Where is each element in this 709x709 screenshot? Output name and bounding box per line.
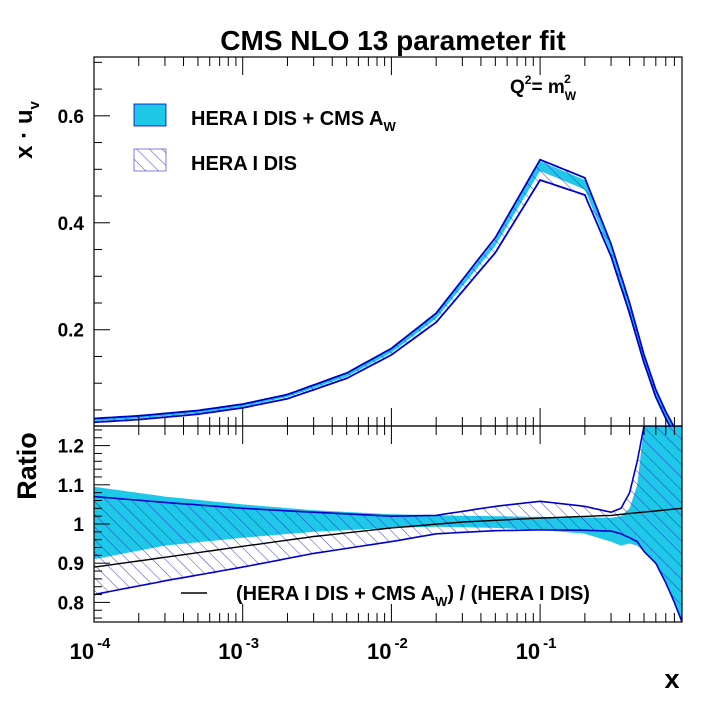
- top-y-tick-label: 0.6: [58, 107, 84, 128]
- x-tick-labels: 10 -4 10 -3 10 -2 10 -1: [70, 635, 557, 664]
- x-axis-label: x: [664, 664, 679, 694]
- scale-label: Q2= mW2: [510, 72, 577, 103]
- bottom-y-tick-label: 0.8: [58, 593, 84, 614]
- bottom-panel: 0.8 0.9 1 1.1 1.2 Ratio (HERA I DIS + CMS AW…: [12, 425, 683, 623]
- top-y-tick-label: 0.2: [58, 321, 84, 342]
- top-y-label: x · uv: [11, 101, 43, 159]
- bottom-x-ticks: [93, 426, 683, 622]
- bottom-y-ticks: 0.8 0.9 1 1.1 1.2: [58, 429, 110, 619]
- hatched-band-lower-edge: [94, 178, 671, 426]
- ratio-line: [94, 507, 682, 568]
- legend-top: HERA I DIS + CMS AW HERA I DIS: [133, 103, 396, 175]
- bottom-y-tick-label: 1.2: [58, 437, 84, 458]
- x-tick-label: 10 -3: [218, 635, 259, 664]
- bottom-y-label: Ratio: [12, 432, 42, 500]
- hatched-ratio-lower-edge: [94, 529, 682, 622]
- x-tick-label: 10 -1: [516, 635, 557, 664]
- hatched-ratio-upper-edge: [94, 426, 682, 518]
- top-y-label-sub: v: [26, 101, 43, 110]
- hatched-band-upper-edge: [94, 158, 675, 426]
- hatched-band-ratio: [94, 426, 682, 622]
- x-tick-label: 10 -4: [70, 635, 111, 664]
- legend-hatched-label: HERA I DIS: [191, 153, 297, 175]
- top-y-ticks: 0.2 0.4 0.6: [58, 61, 110, 411]
- legend-hatched-swatch: [133, 148, 167, 172]
- top-panel: 0.2 0.4 0.6 x · uv Q2= mW2 HERA I DIS + CM…: [11, 56, 683, 427]
- x-tick-label: 10 -2: [367, 635, 408, 664]
- top-x-ticks: [93, 57, 683, 426]
- top-frame: [93, 56, 683, 427]
- top-y-tick-label: 0.4: [58, 214, 85, 235]
- top-y-label-main: x · u: [11, 110, 38, 159]
- chart-title: CMS NLO 13 parameter fit: [220, 25, 565, 56]
- legend-filled-label: HERA I DIS + CMS AW: [191, 108, 396, 134]
- bottom-y-tick-label: 1: [73, 515, 84, 536]
- bottom-y-tick-label: 0.9: [58, 554, 84, 575]
- legend-filled-swatch: [133, 103, 167, 127]
- bottom-y-tick-label: 1.1: [58, 476, 85, 497]
- ratio-legend-label: (HERA I DIS + CMS AW) / (HERA I DIS): [236, 583, 590, 609]
- svg-text:x · uv: x · uv: [11, 101, 43, 159]
